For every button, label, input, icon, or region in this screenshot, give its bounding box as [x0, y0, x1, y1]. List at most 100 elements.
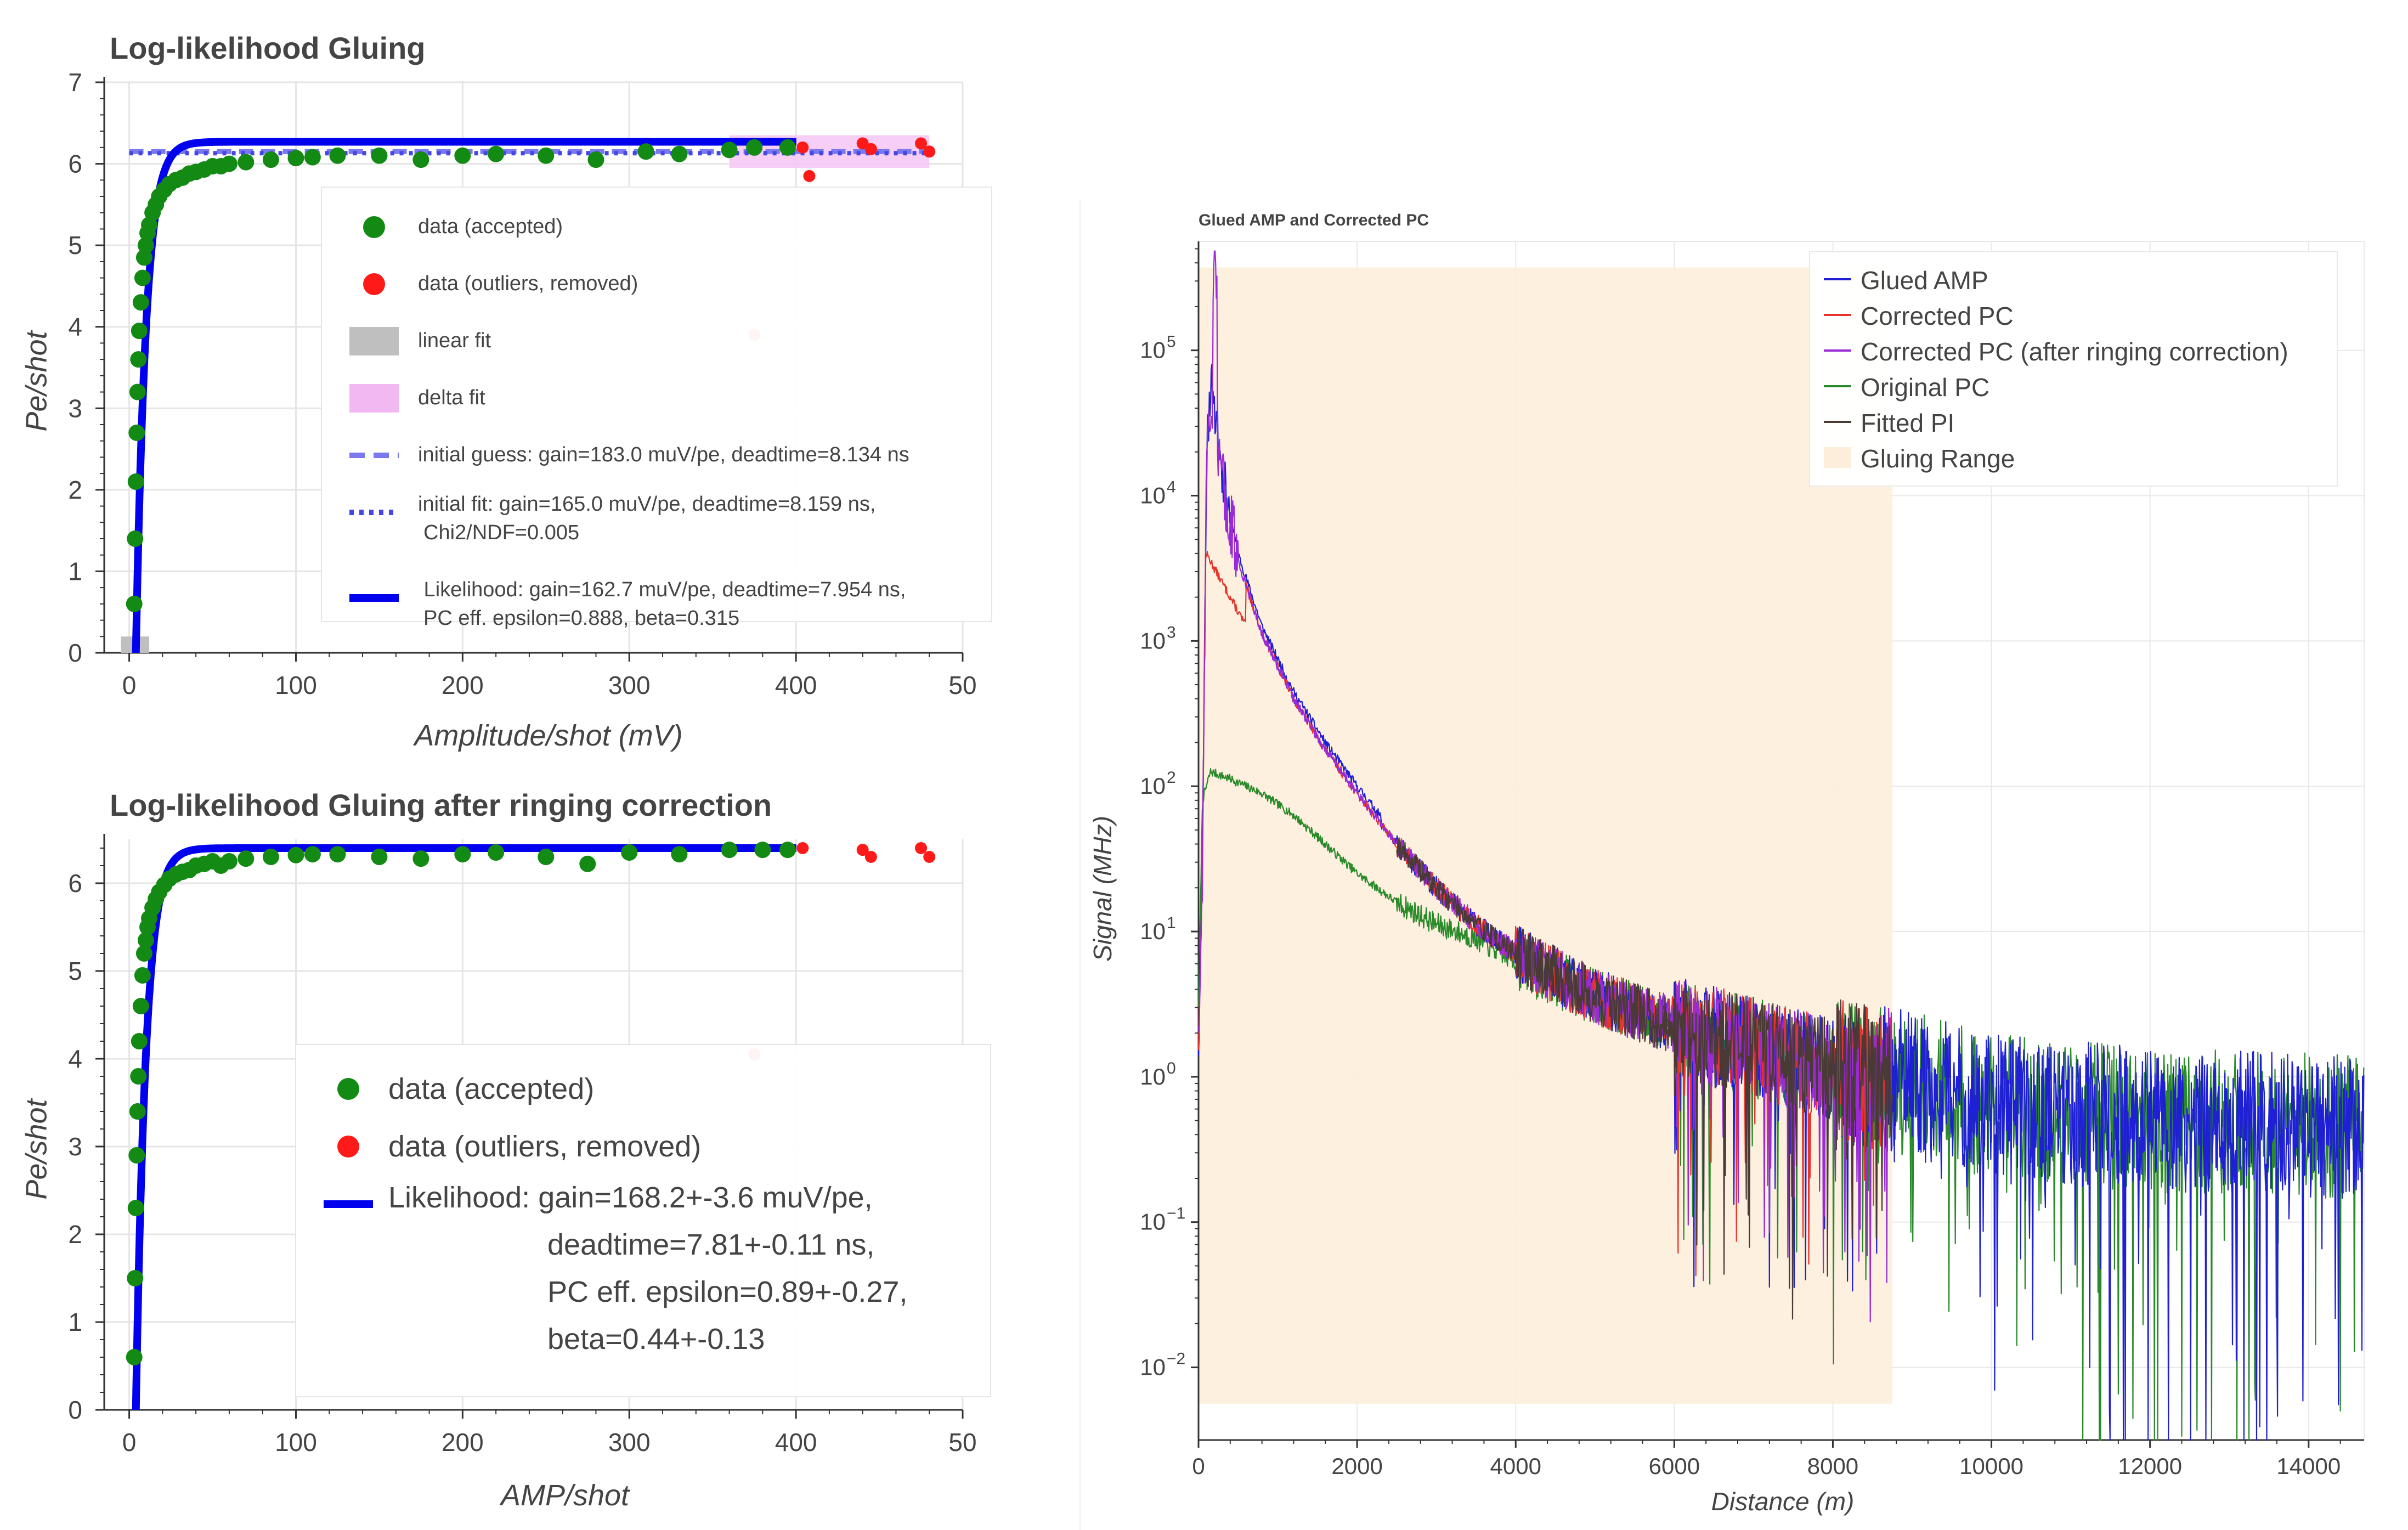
y-tick-base: 10 — [1140, 773, 1166, 799]
x-tick-label: 200 — [442, 671, 484, 699]
chart-panel-gluing: Log-likelihood Gluing 0 100 200 300 400 50 0 1 2… — [11, 0, 1020, 763]
y-tick-label: 6 — [68, 869, 82, 897]
chart-panel-gluing-ringing: Log-likelihood Gluing after ringing corr… — [11, 765, 1020, 1528]
data-accepted-point — [454, 846, 471, 863]
data-accepted-point — [721, 142, 738, 159]
y-tick-label: 0 — [68, 1396, 82, 1424]
y-tick-base: 10 — [1140, 918, 1166, 944]
legend-swatch — [349, 510, 399, 515]
legend-item[interactable]: Gluing Range — [1810, 441, 2337, 473]
y-tick-base: 10 — [1140, 1354, 1166, 1380]
data-accepted-point — [779, 842, 796, 859]
x-axis-label: Amplitude/shot (mV) — [414, 719, 683, 752]
y-tick-label: 10 2 — [1140, 769, 1175, 799]
legend-label: PC eff. epsilon=0.888, beta=0.315 — [423, 607, 740, 630]
x-axis-label: AMP/shot — [500, 1479, 630, 1512]
legend-label: data (accepted) — [418, 215, 563, 239]
x-tick-label: 300 — [608, 671, 651, 699]
data-accepted-point — [262, 151, 279, 168]
y-tick-label: 1 — [68, 557, 82, 585]
data-accepted-point — [371, 849, 388, 865]
x-tick-label: 200 — [442, 1428, 484, 1456]
legend-swatch — [337, 1078, 359, 1100]
legend-label: Glued AMP — [1861, 266, 1988, 295]
data-accepted-point — [137, 237, 154, 254]
y-tick-label: 0 — [68, 639, 82, 667]
legend-label: linear fit — [418, 329, 491, 353]
legend: data (accepted) data (outliers, removed) l… — [321, 187, 992, 630]
y-tick-label: 6 — [68, 150, 82, 178]
legend-item[interactable]: Original PC — [1810, 369, 2337, 402]
x-tick-label: 14000 — [2276, 1453, 2341, 1479]
data-outlier-point — [856, 844, 869, 856]
y-tick-label: 10 −2 — [1140, 1350, 1185, 1380]
legend-swatch — [1824, 447, 1851, 468]
legend-swatch — [349, 384, 399, 413]
legend-item[interactable]: Fitted PI — [1810, 405, 2337, 438]
data-accepted-point — [262, 849, 279, 865]
data-accepted-point — [329, 846, 346, 863]
legend-swatch — [349, 453, 399, 458]
y-tick-label: 2 — [68, 476, 82, 504]
y-tick-exponent: 0 — [1167, 1059, 1176, 1077]
x-tick-label: 2000 — [1331, 1453, 1382, 1479]
data-accepted-point — [134, 269, 151, 286]
data-accepted-point — [287, 846, 304, 863]
x-tick-label: 100 — [275, 1428, 317, 1456]
chart-title: Glued AMP and Corrected PC — [1199, 211, 1429, 229]
data-accepted-point — [412, 151, 429, 168]
data-accepted-point — [132, 998, 149, 1014]
y-axis-label: Pe/shot — [20, 1099, 53, 1200]
x-tick-label: 400 — [775, 671, 817, 699]
legend-label: initial guess: gain=183.0 muV/pe, deadti… — [418, 443, 909, 467]
data-accepted-point — [371, 147, 388, 164]
y-tick-label: 7 — [68, 68, 82, 97]
y-tick-exponent: −2 — [1167, 1350, 1185, 1368]
data-accepted-point — [127, 530, 144, 547]
legend-item[interactable]: Corrected PC — [1810, 298, 2337, 331]
y-tick-label: 4 — [68, 1045, 82, 1073]
data-accepted-point — [671, 846, 688, 863]
data-accepted-point — [135, 249, 152, 266]
x-tick-label: 10000 — [1959, 1453, 2023, 1479]
data-accepted-point — [127, 1200, 144, 1216]
legend-item[interactable]: Corrected PC (after ringing correction) — [1810, 334, 2337, 366]
legend-label: Corrected PC (after ringing correction) — [1861, 337, 2288, 366]
data-accepted-point — [488, 844, 505, 861]
x-tick-label: 4000 — [1490, 1453, 1541, 1479]
data-accepted-point — [287, 150, 304, 167]
data-accepted-point — [238, 154, 255, 171]
y-tick-exponent: 2 — [1167, 769, 1176, 787]
x-tick-label: 0 — [1192, 1453, 1205, 1479]
legend-label: Original PC — [1861, 373, 1990, 402]
legend-label: deadtime=7.81+-0.11 ns, — [547, 1228, 875, 1261]
legend-label: beta=0.44+-0.13 — [547, 1322, 765, 1356]
data-outlier-point — [803, 170, 816, 182]
data-accepted-point — [412, 850, 429, 867]
legend-label: Gluing Range — [1861, 444, 2015, 473]
legend-label: data (accepted) — [388, 1072, 595, 1105]
legend-swatch — [1824, 278, 1851, 280]
data-accepted-point — [538, 147, 555, 164]
legend: Glued AMP Corrected PC Corrected PC (after… — [1809, 251, 2338, 487]
chart-title: Log-likelihood Gluing — [110, 31, 426, 65]
y-tick-base: 10 — [1140, 482, 1166, 508]
y-tick-label: 10 3 — [1140, 623, 1175, 653]
data-accepted-point — [579, 855, 596, 872]
data-outlier-point — [915, 137, 928, 150]
y-tick-base: 10 — [1140, 1064, 1166, 1089]
legend-label: initial fit: gain=165.0 muV/pe, deadtime… — [418, 493, 876, 516]
chart-glued-amp-plot[interactable]: 0 2000 4000 6000 8000 10000 12000 1400010−210−1… — [1081, 197, 2408, 1530]
legend-label: Corrected PC — [1861, 302, 2014, 330]
data-accepted-point — [587, 151, 604, 168]
legend-label: Likelihood: gain=168.2+-3.6 muV/pe, — [388, 1181, 873, 1214]
x-tick-label: 8000 — [1807, 1453, 1858, 1479]
y-tick-exponent: 4 — [1167, 478, 1176, 496]
legend-item[interactable]: Glued AMP — [1810, 262, 2337, 295]
data-accepted-point — [130, 1068, 147, 1085]
data-outlier-point — [864, 143, 877, 155]
legend-swatch — [363, 216, 385, 238]
y-tick-label: 10 1 — [1140, 914, 1175, 944]
data-accepted-point — [238, 850, 255, 867]
